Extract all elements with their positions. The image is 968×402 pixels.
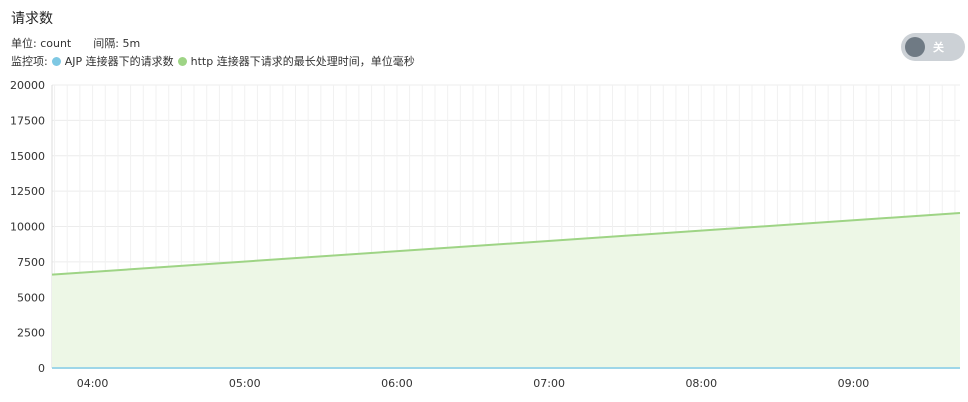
toggle-label: 关	[933, 41, 944, 54]
toggle-knob	[905, 37, 925, 57]
x-tick-label: 07:00	[533, 377, 565, 390]
y-tick-label: 0	[38, 362, 45, 375]
chart-toggle-switch[interactable]: 关	[901, 33, 965, 61]
legend-item-ajp[interactable]: AJP 连接器下的请求数	[51, 53, 174, 69]
y-tick-label: 5000	[17, 291, 45, 304]
legend-dot-ajp	[51, 56, 61, 66]
y-tick-label: 17500	[10, 114, 45, 127]
x-tick-label: 09:00	[838, 377, 870, 390]
legend-label-http: http 连接器下请求的最长处理时间，单位毫秒	[190, 55, 415, 68]
y-tick-label: 7500	[17, 256, 45, 269]
unit-label: 单位: count	[11, 37, 72, 50]
y-tick-label: 15000	[10, 150, 45, 163]
legend-item-http[interactable]: http 连接器下请求的最长处理时间，单位毫秒	[177, 53, 415, 69]
legend-dot-http	[177, 56, 187, 66]
y-tick-label: 2500	[17, 327, 45, 340]
series-line-http	[51, 212, 961, 276]
x-tick-label: 04:00	[77, 377, 109, 390]
panel-title: 请求数	[11, 11, 53, 27]
interval-label: 间隔: 5m	[93, 37, 141, 50]
legend-label-ajp: AJP 连接器下的请求数	[64, 55, 174, 68]
y-tick-label: 10000	[10, 221, 45, 234]
metrics-prefix: 监控项:	[11, 55, 48, 68]
x-tick-label: 08:00	[685, 377, 717, 390]
panel-meta: 单位: count 间隔: 5m	[11, 35, 140, 51]
x-tick-label: 05:00	[229, 377, 261, 390]
y-tick-label: 12500	[10, 185, 45, 198]
series-area-http	[52, 213, 960, 368]
x-tick-label: 06:00	[381, 377, 413, 390]
legend: 监控项: AJP 连接器下的请求数 http 连接器下请求的最长处理时间，单位毫…	[11, 53, 415, 69]
y-tick-label: 20000	[10, 79, 45, 92]
